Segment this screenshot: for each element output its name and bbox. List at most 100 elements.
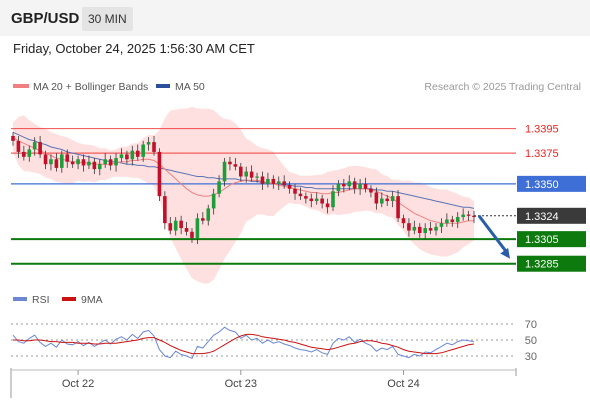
candle [146, 137, 151, 151]
candle-body [255, 176, 259, 178]
candle-body [76, 159, 80, 165]
candle [49, 154, 53, 171]
candle [423, 223, 427, 240]
candle-body [466, 214, 471, 216]
candle-body [380, 198, 384, 204]
candle [114, 153, 118, 172]
candle [103, 153, 107, 168]
candle [16, 135, 21, 159]
candle [211, 188, 216, 215]
candle [347, 175, 352, 190]
level-label-support: 1.3305 [517, 231, 586, 248]
legend-label-rsi: RSI [32, 294, 50, 306]
candle [119, 148, 124, 162]
candle [249, 165, 254, 182]
rsi-plot-area: 70 50 30 [11, 319, 537, 363]
candle-body [455, 217, 460, 222]
candle-body [450, 219, 455, 222]
x-tick-label: Oct 22 [62, 378, 94, 390]
candle [244, 166, 249, 183]
candle [450, 215, 455, 227]
candle-body [43, 154, 48, 165]
time-axis: Oct 22 Oct 23 Oct 24 [10, 368, 517, 398]
level-label-pivot: 1.3350 [517, 175, 586, 192]
level-label-box [517, 207, 586, 224]
candle-body [461, 214, 465, 218]
candle-body [108, 159, 113, 166]
candle-body [157, 151, 162, 197]
candle-body [38, 142, 42, 155]
candle-body [135, 150, 140, 157]
candle-body [282, 181, 286, 186]
candle [228, 156, 232, 171]
candle [87, 155, 91, 170]
candle-body [374, 192, 379, 204]
candle-body [417, 226, 422, 233]
bollinger-band [13, 106, 474, 284]
candle [412, 220, 417, 235]
candle [130, 145, 135, 166]
candle-body [472, 215, 476, 218]
candle-body [342, 183, 346, 187]
candle-body [423, 228, 427, 233]
candle-body [347, 181, 352, 187]
level-label-text: 1.3395 [525, 124, 559, 136]
level-label-box [517, 255, 586, 272]
candle-body [434, 226, 438, 231]
candle [22, 145, 26, 161]
candle-body [103, 159, 107, 165]
candle-body [314, 198, 319, 202]
candle-body [49, 159, 53, 165]
candle [54, 153, 59, 172]
rsi-level-label: 70 [525, 319, 537, 331]
candle-body [352, 181, 357, 189]
header-bar: GBP/USD 30 MIN [0, 0, 590, 36]
price-plot-area: 1.3395 1.3375 1.3350 1.3324 1.3305 1.3285 [11, 106, 586, 284]
candle [238, 162, 243, 182]
candle-body [22, 151, 26, 157]
candle [32, 137, 37, 156]
candle-body [60, 154, 64, 168]
candle [157, 148, 162, 202]
candle [363, 177, 368, 193]
level-label-text: 1.3375 [525, 148, 559, 160]
candle-body [320, 198, 324, 204]
candle-body [428, 228, 433, 231]
candle-body [407, 223, 411, 231]
legend-swatch-rsi-ma [62, 297, 76, 301]
candle-body [298, 193, 303, 197]
candle-body [244, 171, 249, 177]
candle-body [11, 135, 15, 141]
rsi-level-label: 50 [525, 335, 537, 347]
legend-label-bb: MA 20 + Bollinger Bands [33, 81, 148, 93]
candle [201, 212, 205, 225]
candle [276, 176, 281, 190]
candle-body [184, 228, 189, 232]
candle-body [233, 164, 238, 167]
candle [266, 172, 270, 188]
candle [76, 155, 80, 170]
candle-body [385, 198, 390, 202]
legend-swatch-bb [13, 84, 29, 88]
candle [298, 187, 303, 200]
candle-body [396, 196, 400, 219]
candle [38, 135, 42, 159]
candle [190, 228, 194, 243]
legend-label-ma50: MA 50 [175, 81, 205, 93]
timestamp-subtitle: Friday, October 24, 2025 1:56:30 AM CET [13, 41, 255, 56]
rsi-ma-line [13, 333, 475, 355]
candle [374, 187, 379, 210]
candle [27, 145, 32, 162]
candle [255, 172, 259, 183]
candle-body [152, 142, 156, 152]
ma50-line [12, 131, 475, 209]
level-label-text: 1.3285 [525, 259, 559, 271]
instrument-title: GBP/USD [11, 10, 80, 27]
candle [282, 175, 286, 189]
candle [233, 158, 238, 171]
candle [217, 175, 221, 198]
candle [97, 159, 102, 176]
forecast-arrow-shaft [477, 214, 509, 254]
level-label-support: 1.3285 [517, 255, 586, 272]
timeframe-badge[interactable]: 30 MIN [82, 7, 133, 31]
